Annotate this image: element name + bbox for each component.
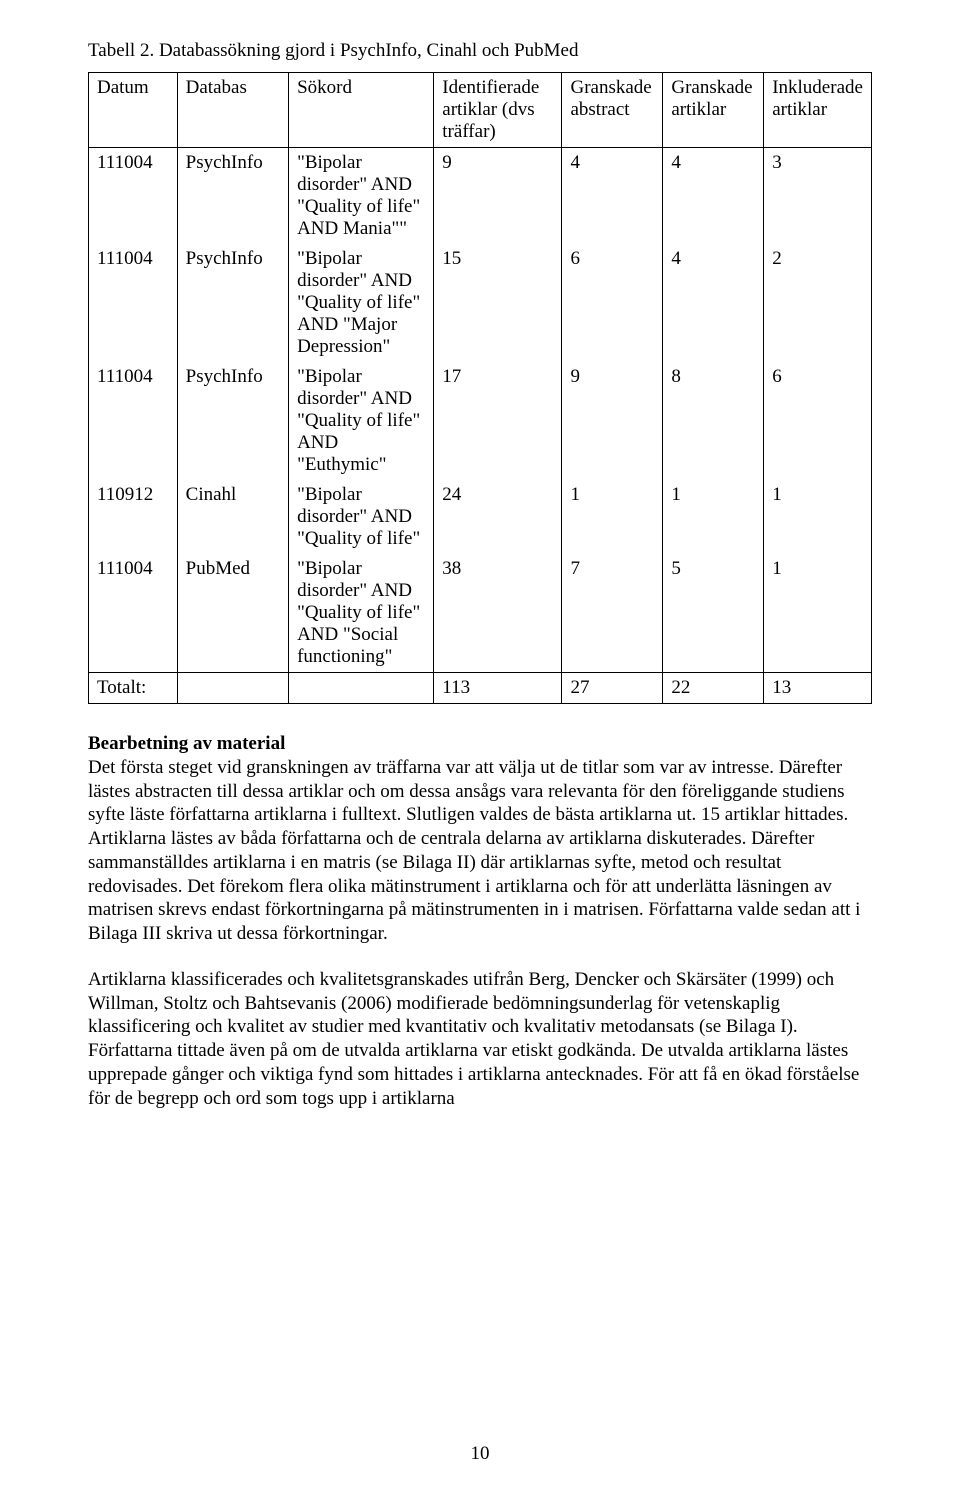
search-table: Datum Databas Sökord Identifierade artik… xyxy=(88,72,872,704)
cell-identifierade: 15 xyxy=(434,244,562,362)
col-header-datum: Datum xyxy=(89,73,178,148)
cell-inkluderade: 1 xyxy=(764,554,872,673)
paragraph-text: Det första steget vid granskningen av tr… xyxy=(88,757,860,944)
cell-granskade-abstract: 7 xyxy=(562,554,663,673)
cell-datum: 111004 xyxy=(89,244,178,362)
total-empty xyxy=(177,673,288,704)
cell-sokord: "Bipolar disorder" AND "Quality of life"… xyxy=(289,148,434,245)
cell-databas: PsychInfo xyxy=(177,148,288,245)
cell-sokord: "Bipolar disorder" AND "Quality of life" xyxy=(289,480,434,554)
table-header-row: Datum Databas Sökord Identifierade artik… xyxy=(89,73,872,148)
cell-identifierade: 24 xyxy=(434,480,562,554)
col-header-databas: Databas xyxy=(177,73,288,148)
body-paragraph-1: Bearbetning av material Det första stege… xyxy=(88,732,872,946)
body-paragraph-2: Artiklarna klassificerades och kvalitets… xyxy=(88,968,872,1111)
table-row: 110912 Cinahl "Bipolar disorder" AND "Qu… xyxy=(89,480,872,554)
total-inkluderade: 13 xyxy=(764,673,872,704)
table-caption: Tabell 2. Databassökning gjord i PsychIn… xyxy=(88,40,872,62)
cell-granskade-abstract: 9 xyxy=(562,362,663,480)
table-row: 111004 PsychInfo "Bipolar disorder" AND … xyxy=(89,148,872,245)
cell-sokord: "Bipolar disorder" AND "Quality of life"… xyxy=(289,244,434,362)
cell-inkluderade: 1 xyxy=(764,480,872,554)
col-header-identifierade: Identifierade artiklar (dvs träffar) xyxy=(434,73,562,148)
col-header-granskade-abstract: Granskade abstract xyxy=(562,73,663,148)
total-identifierade: 113 xyxy=(434,673,562,704)
cell-granskade-abstract: 1 xyxy=(562,480,663,554)
cell-datum: 111004 xyxy=(89,148,178,245)
total-granskade-artiklar: 22 xyxy=(663,673,764,704)
total-label: Totalt: xyxy=(89,673,178,704)
cell-inkluderade: 2 xyxy=(764,244,872,362)
cell-granskade-abstract: 4 xyxy=(562,148,663,245)
table-total-row: Totalt: 113 27 22 13 xyxy=(89,673,872,704)
cell-datum: 111004 xyxy=(89,362,178,480)
section-heading: Bearbetning av material xyxy=(88,733,285,754)
cell-sokord: "Bipolar disorder" AND "Quality of life"… xyxy=(289,362,434,480)
cell-databas: PsychInfo xyxy=(177,244,288,362)
cell-granskade-artiklar: 8 xyxy=(663,362,764,480)
cell-identifierade: 9 xyxy=(434,148,562,245)
cell-inkluderade: 3 xyxy=(764,148,872,245)
cell-granskade-artiklar: 4 xyxy=(663,244,764,362)
table-row: 111004 PsychInfo "Bipolar disorder" AND … xyxy=(89,244,872,362)
document-page: Tabell 2. Databassökning gjord i PsychIn… xyxy=(0,0,960,1487)
cell-databas: PsychInfo xyxy=(177,362,288,480)
cell-granskade-abstract: 6 xyxy=(562,244,663,362)
cell-inkluderade: 6 xyxy=(764,362,872,480)
cell-databas: PubMed xyxy=(177,554,288,673)
cell-granskade-artiklar: 1 xyxy=(663,480,764,554)
table-row: 111004 PubMed "Bipolar disorder" AND "Qu… xyxy=(89,554,872,673)
cell-identifierade: 38 xyxy=(434,554,562,673)
total-granskade-abstract: 27 xyxy=(562,673,663,704)
col-header-sokord: Sökord xyxy=(289,73,434,148)
col-header-inkluderade: Inkluderade artiklar xyxy=(764,73,872,148)
page-number: 10 xyxy=(0,1443,960,1465)
cell-databas: Cinahl xyxy=(177,480,288,554)
col-header-granskade-artiklar: Granskade artiklar xyxy=(663,73,764,148)
cell-granskade-artiklar: 4 xyxy=(663,148,764,245)
cell-identifierade: 17 xyxy=(434,362,562,480)
table-row: 111004 PsychInfo "Bipolar disorder" AND … xyxy=(89,362,872,480)
cell-sokord: "Bipolar disorder" AND "Quality of life"… xyxy=(289,554,434,673)
total-empty xyxy=(289,673,434,704)
cell-datum: 111004 xyxy=(89,554,178,673)
cell-datum: 110912 xyxy=(89,480,178,554)
cell-granskade-artiklar: 5 xyxy=(663,554,764,673)
